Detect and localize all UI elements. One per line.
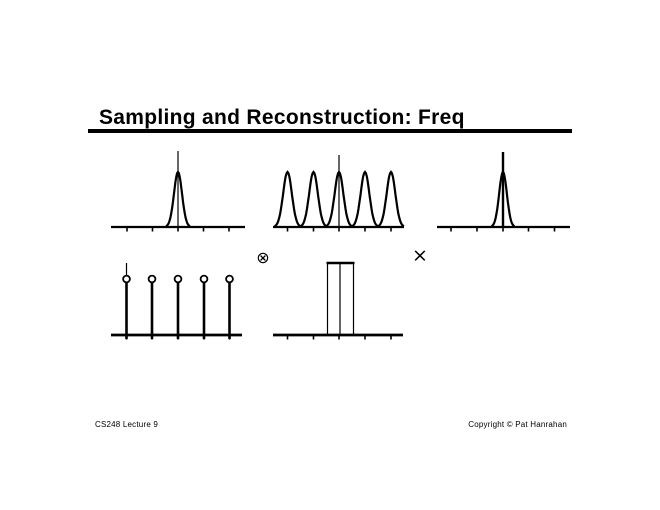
- spectrum-reconstructed: [437, 152, 570, 232]
- title-underline: [88, 129, 572, 133]
- impulse-train: [111, 263, 242, 340]
- slide-title: Sampling and Reconstruction: Freq: [99, 106, 465, 130]
- spectrum-original: [111, 151, 245, 232]
- spectrum-replicated: [273, 155, 405, 232]
- footer-course-label: CS248 Lecture 9: [95, 420, 159, 429]
- multiplication-operator-icon: ×: [412, 244, 428, 267]
- box-filter: [273, 261, 403, 340]
- footer-copyright-label: Copyright © Pat Hanrahan: [468, 420, 567, 429]
- convolution-operator-icon: ⊗: [256, 248, 270, 267]
